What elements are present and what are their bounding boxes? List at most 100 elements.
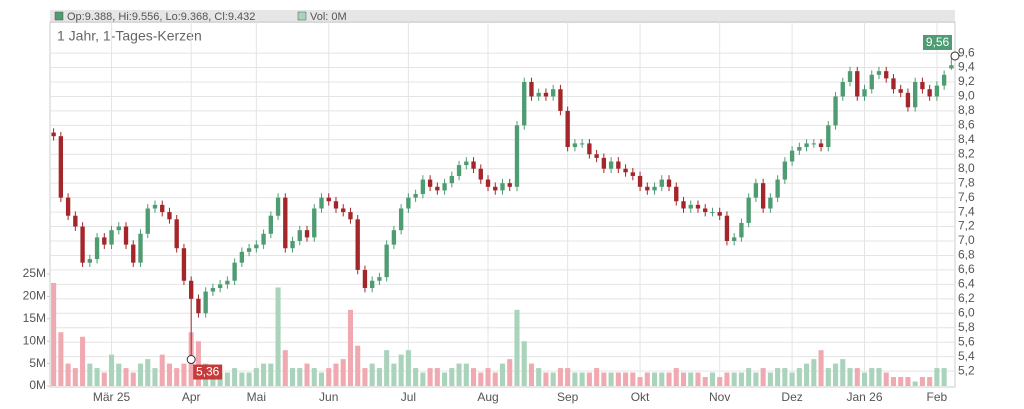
volume-bar	[87, 363, 93, 386]
y-tick-label: 5,4	[958, 349, 975, 363]
annotation-label: 5,36	[196, 365, 220, 379]
legend-label: Vol: 0M	[310, 11, 347, 23]
y-tick-label: 9,0	[958, 89, 975, 103]
candle-body	[478, 168, 483, 180]
candle-body	[355, 219, 360, 270]
x-tick-label: Feb	[927, 390, 948, 404]
candle-body	[348, 212, 353, 220]
volume-bar	[145, 359, 151, 386]
volume-bar	[80, 336, 86, 386]
volume-bar	[261, 363, 267, 386]
candle-body	[268, 215, 273, 234]
y-tick-label: 6,8	[958, 248, 975, 262]
candle-body	[362, 269, 368, 288]
volume-bar	[731, 372, 737, 386]
volume-bar	[311, 368, 317, 386]
candle-body	[442, 183, 447, 191]
volume-bar	[478, 372, 484, 386]
volume-bar	[905, 377, 911, 386]
candle-body	[833, 96, 838, 126]
y-tick-label: 5,8	[958, 320, 975, 334]
volume-bar	[833, 363, 839, 386]
y-tick-label: 5,2	[958, 363, 975, 377]
candle-body	[123, 226, 129, 245]
volume-bar	[717, 377, 723, 386]
candle-body	[695, 204, 701, 209]
candle-body	[102, 237, 107, 245]
candle-body	[189, 280, 194, 299]
volume-bar	[615, 372, 621, 386]
volume-bar	[507, 359, 513, 386]
candle-body	[377, 277, 382, 281]
annotation-marker	[950, 51, 960, 61]
volume-bar	[159, 354, 165, 386]
annotation-box	[923, 34, 952, 50]
candle-body	[529, 81, 534, 97]
y-tick-label: 7,6	[958, 190, 975, 204]
candle-body	[543, 92, 549, 97]
y-tick-label: 8,8	[958, 103, 975, 117]
candle-body	[87, 259, 92, 263]
y-tick-label: 8,2	[958, 146, 975, 160]
volume-bar	[659, 372, 665, 386]
candle-body	[152, 204, 158, 209]
x-tick-label: Jul	[401, 390, 416, 404]
volume-bar	[65, 363, 71, 386]
candle-body	[862, 89, 867, 97]
y-tick-label: 6,4	[958, 277, 975, 291]
candle-body	[782, 161, 788, 180]
volume-bar	[528, 363, 534, 386]
volume-bar	[253, 368, 259, 386]
y2-tick-label: 5M	[29, 356, 46, 370]
candle-body	[427, 179, 433, 187]
candle-body	[485, 179, 491, 187]
volume-bar	[290, 368, 296, 386]
candle-body	[869, 74, 874, 90]
volume-bar	[652, 372, 658, 386]
candle-body	[666, 179, 672, 187]
volume-bar	[746, 368, 752, 386]
candle-body	[572, 143, 578, 148]
volume-bar	[912, 381, 918, 386]
candle-body	[304, 230, 310, 238]
y2-tick-label: 20M	[23, 289, 46, 303]
candle-body	[760, 183, 766, 209]
candle-body	[732, 237, 737, 241]
y-tick-label: 8,4	[958, 132, 975, 146]
candle-body	[174, 219, 179, 249]
volume-bar	[847, 368, 853, 386]
candle-body	[116, 226, 121, 231]
y-tick-label: 6,2	[958, 291, 975, 305]
candle-body	[659, 179, 664, 187]
volume-bar	[463, 363, 469, 386]
candle-body	[746, 197, 751, 223]
candle-body	[456, 165, 462, 176]
candle-body	[724, 215, 730, 241]
candle-body	[283, 197, 288, 249]
volume-bar	[586, 372, 592, 386]
candle-body	[797, 147, 802, 151]
volume-bar	[94, 368, 100, 386]
volume-bar	[550, 372, 556, 386]
candle-body	[333, 201, 339, 209]
volume-bar	[239, 372, 245, 386]
volume-bar	[898, 377, 904, 386]
y-tick-label: 9,4	[958, 60, 975, 74]
volume-bar	[767, 372, 773, 386]
volume-bar	[58, 332, 64, 386]
candle-body	[934, 85, 940, 97]
candle-body	[630, 172, 635, 176]
volume-bar	[492, 372, 498, 386]
candle-body	[616, 161, 621, 169]
candle-body	[768, 197, 773, 209]
y-tick-label: 5,6	[958, 334, 975, 348]
candle-body	[225, 280, 230, 285]
plot-frame	[49, 21, 956, 388]
annotation-box	[193, 364, 223, 380]
candle-body	[217, 284, 223, 288]
candle-body	[514, 125, 520, 187]
volume-bar	[130, 372, 136, 386]
y-tick-label: 6,0	[958, 305, 975, 319]
